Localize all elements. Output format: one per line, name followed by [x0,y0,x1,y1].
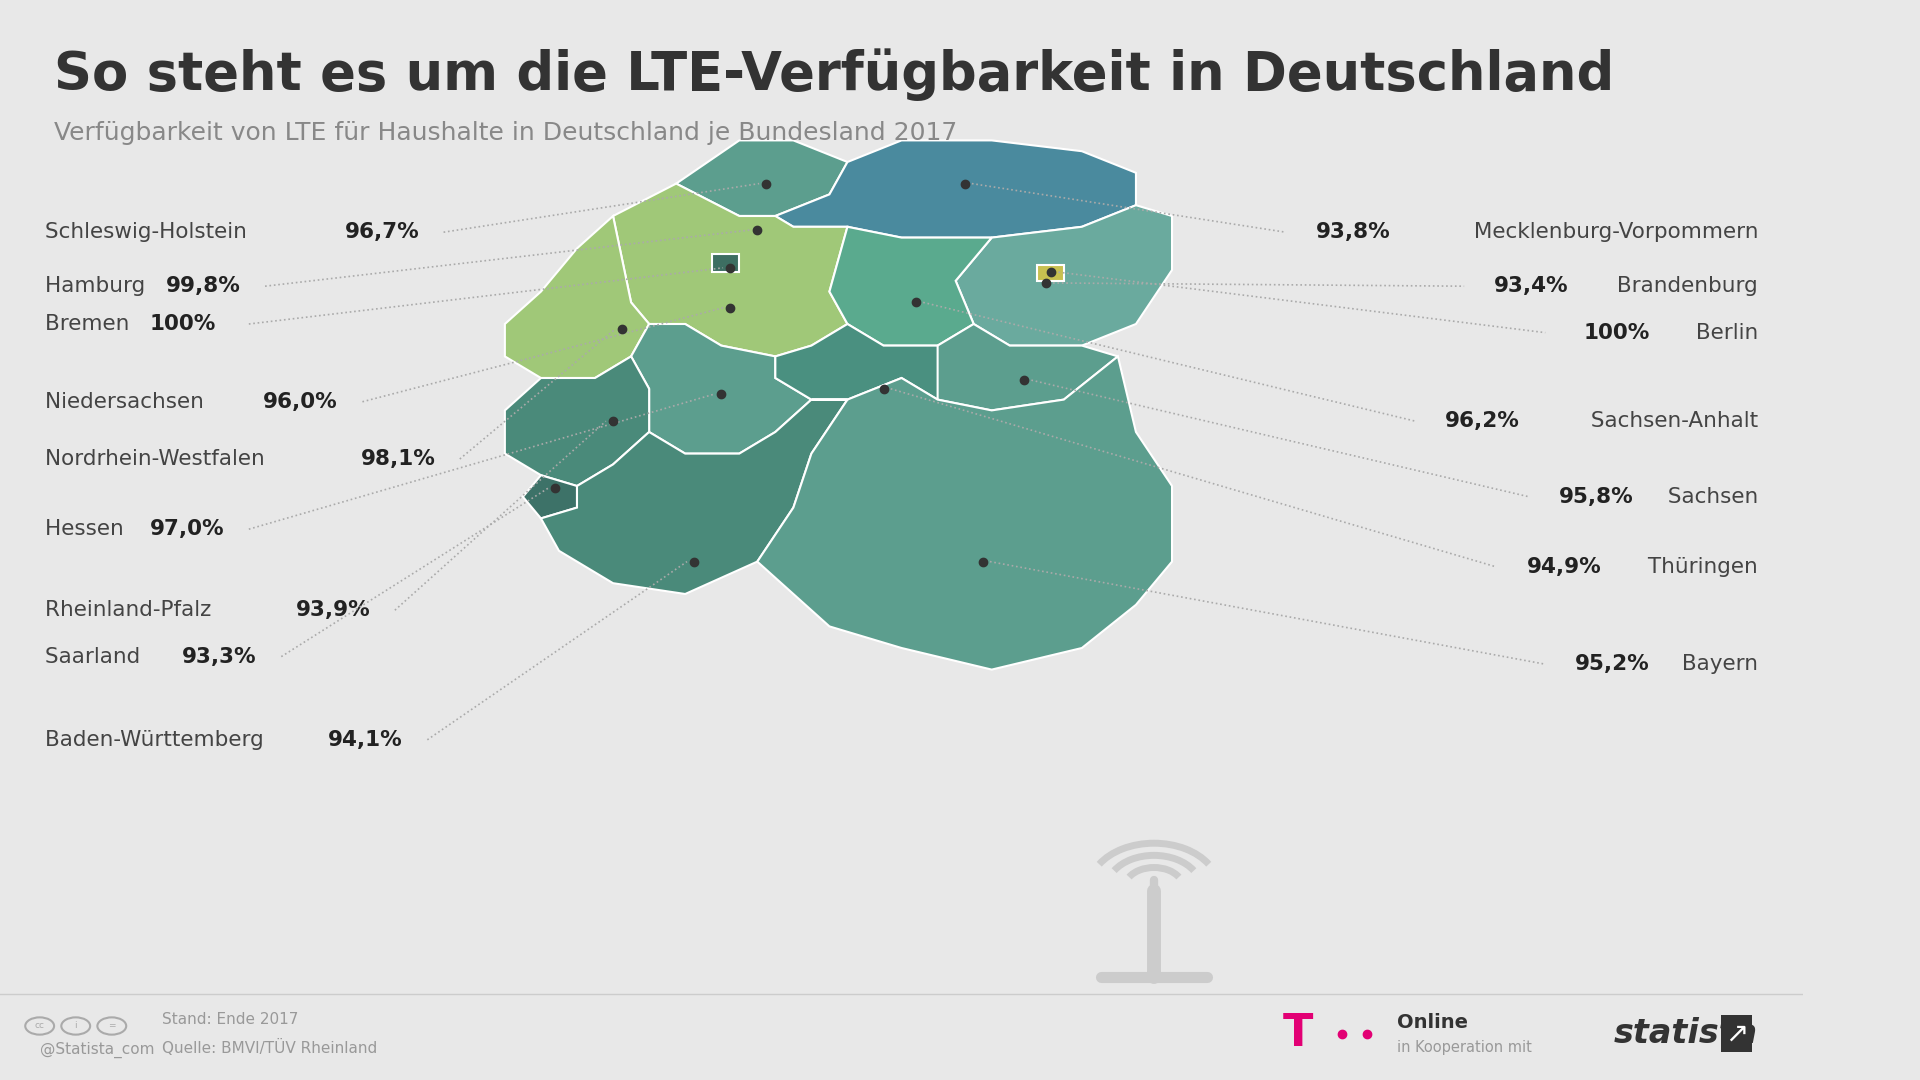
Text: 93,3%: 93,3% [182,647,257,666]
Text: in Kooperation mit: in Kooperation mit [1398,1040,1532,1055]
Text: cc: cc [35,1022,44,1030]
Text: Berlin: Berlin [1690,323,1759,342]
Text: Saarland: Saarland [44,647,148,666]
Text: T: T [1283,1012,1313,1055]
Polygon shape [739,216,793,238]
Polygon shape [632,324,812,454]
Text: Hessen: Hessen [44,519,131,539]
Text: 97,0%: 97,0% [150,519,225,539]
Polygon shape [756,356,1171,670]
Text: 96,7%: 96,7% [344,222,419,242]
Text: Schleswig-Holstein: Schleswig-Holstein [44,222,253,242]
Text: Brandenburg: Brandenburg [1611,276,1759,296]
Text: 99,8%: 99,8% [165,276,240,296]
Text: 98,1%: 98,1% [361,449,436,469]
Text: 93,4%: 93,4% [1494,276,1569,296]
Polygon shape [712,254,739,272]
Text: Nordrhein-Westfalen: Nordrhein-Westfalen [44,449,273,469]
Polygon shape [829,227,993,346]
Text: 100%: 100% [1584,323,1649,342]
Text: Bremen: Bremen [44,314,136,334]
Text: 94,9%: 94,9% [1526,557,1601,577]
Polygon shape [676,140,847,216]
Text: Verfügbarkeit von LTE für Haushalte in Deutschland je Bundesland 2017: Verfügbarkeit von LTE für Haushalte in D… [54,121,958,145]
Text: 96,2%: 96,2% [1446,411,1521,431]
Text: So steht es um die LTE-Verfügbarkeit in Deutschland: So steht es um die LTE-Verfügbarkeit in … [54,49,1615,102]
Polygon shape [902,324,1117,410]
Text: Niedersachsen: Niedersachsen [44,392,211,411]
Text: 100%: 100% [150,314,215,334]
Polygon shape [956,205,1171,346]
Polygon shape [505,216,649,378]
Text: Mecklenburg-Vorpommern: Mecklenburg-Vorpommern [1467,222,1759,242]
Text: Baden-Württemberg: Baden-Württemberg [44,730,271,750]
Text: 95,8%: 95,8% [1559,487,1634,507]
Text: Sachsen: Sachsen [1661,487,1759,507]
Text: 95,2%: 95,2% [1574,654,1649,674]
Text: =: = [108,1022,115,1030]
Polygon shape [776,140,1137,238]
Text: ↗: ↗ [1724,1020,1747,1048]
Text: Rheinland-Pfalz: Rheinland-Pfalz [44,600,219,620]
Text: Thüringen: Thüringen [1642,557,1759,577]
Polygon shape [522,475,578,518]
Text: Online: Online [1398,1013,1469,1032]
Text: 96,0%: 96,0% [263,392,338,411]
Polygon shape [505,356,649,486]
Polygon shape [1037,265,1064,281]
Text: Sachsen-Anhalt: Sachsen-Anhalt [1584,411,1759,431]
Text: 94,1%: 94,1% [328,730,403,750]
Text: Hamburg: Hamburg [44,276,152,296]
Polygon shape [541,400,847,594]
Text: 93,9%: 93,9% [296,600,371,620]
Text: 93,8%: 93,8% [1315,222,1390,242]
Polygon shape [776,324,937,400]
Text: i: i [75,1022,77,1030]
Text: @Statista_com: @Statista_com [40,1041,154,1058]
Polygon shape [612,184,847,356]
Text: Stand: Ende 2017: Stand: Ende 2017 [163,1012,300,1027]
Text: Quelle: BMVI/TÜV Rheinland: Quelle: BMVI/TÜV Rheinland [163,1039,378,1056]
Text: statista: statista [1615,1017,1759,1050]
Text: Bayern: Bayern [1674,654,1759,674]
